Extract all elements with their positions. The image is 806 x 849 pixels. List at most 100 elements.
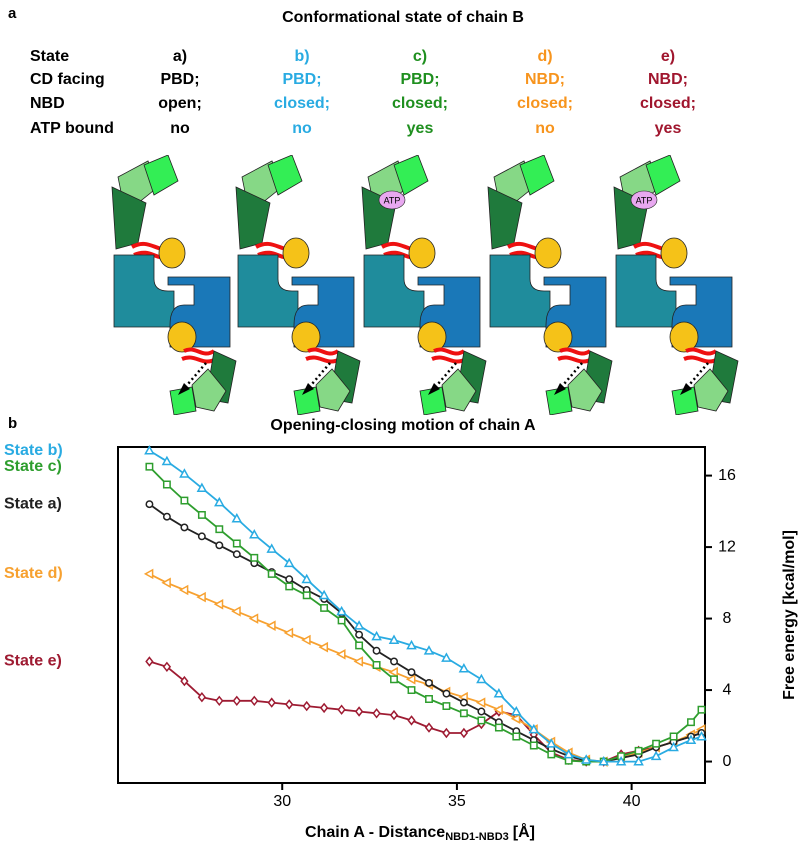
y-tick-label: 12 <box>718 538 736 555</box>
marker <box>319 702 329 714</box>
cartoon <box>614 155 738 415</box>
marker <box>197 532 206 541</box>
marker <box>266 543 277 553</box>
marker <box>442 727 451 739</box>
marker <box>267 569 276 578</box>
marker <box>475 697 486 708</box>
chart-title: Opening-closing motion of chain A <box>270 417 536 434</box>
x-tick-label: 30 <box>273 793 291 810</box>
state-cell: yes <box>407 120 434 137</box>
legend-label: State c) <box>4 458 62 475</box>
marker <box>389 709 399 721</box>
marker <box>283 627 294 639</box>
marker <box>213 599 224 610</box>
marker <box>652 739 661 748</box>
marker <box>687 718 695 727</box>
plot-frame <box>117 446 706 784</box>
marker <box>232 539 241 548</box>
marker <box>685 734 697 745</box>
atp-blob <box>378 190 406 210</box>
cartoon <box>236 155 360 415</box>
state-cell: NBD; <box>648 71 688 88</box>
marker <box>285 699 294 710</box>
marker <box>143 568 154 580</box>
marker <box>232 695 241 707</box>
marker <box>353 620 365 630</box>
marker <box>388 666 398 678</box>
legend-label: State b) <box>4 442 63 459</box>
x-axis-label-unit: [Å] <box>513 822 535 841</box>
state-cell: e) <box>661 48 675 65</box>
marker <box>354 706 364 717</box>
marker <box>145 462 154 471</box>
marker <box>493 704 503 715</box>
marker <box>336 605 347 616</box>
marker <box>580 754 592 764</box>
series-line <box>148 466 703 763</box>
marker <box>283 557 295 568</box>
marker <box>250 695 259 707</box>
marker <box>546 738 557 748</box>
marker <box>650 750 662 761</box>
atp-label: ATP <box>636 195 653 205</box>
marker <box>459 727 469 739</box>
y-tick-label: 8 <box>723 610 732 627</box>
marker <box>390 675 398 684</box>
marker <box>458 663 470 673</box>
atp-label: ATP <box>384 195 401 205</box>
marker <box>162 512 171 521</box>
row-label: State <box>30 48 69 65</box>
marker <box>301 573 312 584</box>
marker <box>215 541 224 550</box>
marker <box>355 641 364 650</box>
marker <box>144 445 155 455</box>
series-line <box>148 503 702 763</box>
marker <box>301 634 311 646</box>
marker <box>285 575 294 584</box>
marker <box>459 709 468 718</box>
series-line <box>148 449 702 763</box>
marker <box>145 656 154 667</box>
marker <box>696 730 707 741</box>
marker <box>511 705 522 716</box>
marker <box>477 716 486 725</box>
marker <box>249 529 260 539</box>
marker <box>669 732 678 741</box>
marker <box>161 455 173 466</box>
marker <box>179 468 190 478</box>
marker <box>162 661 172 673</box>
marker <box>459 698 468 707</box>
y-tick-label: 0 <box>723 753 732 770</box>
marker <box>266 620 276 631</box>
marker <box>493 688 505 698</box>
marker <box>510 713 521 724</box>
marker <box>318 589 330 600</box>
marker <box>162 480 171 489</box>
marker <box>529 741 538 750</box>
state-cell: closed; <box>392 95 448 112</box>
marker <box>353 656 364 667</box>
x-tick-label: 40 <box>623 793 641 810</box>
legend-label: State e) <box>4 653 62 670</box>
panel-title: Conformational state of chain B <box>282 9 524 26</box>
marker <box>547 750 556 759</box>
marker <box>477 707 486 716</box>
marker <box>423 645 435 655</box>
marker <box>441 652 452 662</box>
cartoon <box>488 155 612 415</box>
marker <box>406 639 417 650</box>
marker <box>372 661 381 669</box>
state-cell: PBD; <box>282 71 321 88</box>
state-cell: closed; <box>274 95 330 112</box>
row-label: ATP bound <box>30 120 114 137</box>
y-axis-label: Free energy [kcal/mol] <box>781 530 798 700</box>
marker <box>424 722 434 733</box>
marker <box>231 606 241 617</box>
cartoons: ATP ATP <box>112 155 738 415</box>
marker <box>178 584 189 596</box>
state-cell: d) <box>537 48 552 65</box>
marker <box>668 741 679 752</box>
marker <box>615 756 627 766</box>
y-tick-label: 16 <box>718 467 736 484</box>
